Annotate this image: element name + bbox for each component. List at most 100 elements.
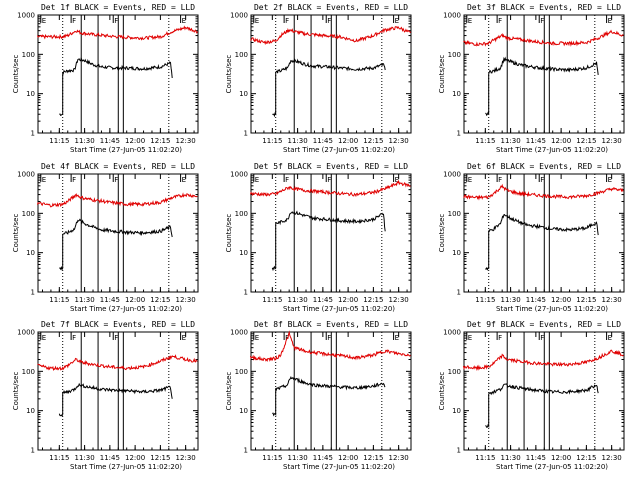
marker-label: F (540, 334, 544, 342)
x-tick-label: 12:30 (602, 137, 622, 145)
x-tick-label: 12:30 (389, 137, 409, 145)
marker-label: E (255, 334, 259, 342)
marker-label: E (42, 176, 46, 184)
panel-title: Det 6f BLACK = Events, RED = LLD (467, 162, 621, 171)
x-tick-label: 11:45 (526, 454, 546, 462)
marker-label: E (468, 334, 472, 342)
x-tick-label: 12:00 (551, 137, 571, 145)
x-tick-label: 12:15 (576, 296, 596, 304)
x-tick-label: 11:15 (262, 454, 282, 462)
y-tick-label: 1000 (17, 171, 35, 179)
y-tick-label: 10 (452, 249, 461, 257)
y-tick-label: 10 (239, 407, 248, 415)
x-tick-label: 12:30 (389, 296, 409, 304)
x-tick-label: 12:30 (176, 454, 196, 462)
y-axis-label: Counts/sec (12, 372, 20, 411)
detector-panel: Det 4f BLACK = Events, RED = LLD 1 10 100 10… (12, 162, 199, 313)
x-tick-label: 11:30 (75, 296, 95, 304)
panel-title: Det 3f BLACK = Events, RED = LLD (467, 3, 621, 12)
x-tick-label: 12:15 (150, 296, 170, 304)
y-axis-label: Counts/sec (438, 214, 446, 253)
y-tick-label: 10 (26, 249, 35, 257)
marker-label: E (468, 176, 472, 184)
x-tick-label: 11:30 (501, 137, 521, 145)
panel-title: Det 8f BLACK = Events, RED = LLD (254, 320, 408, 329)
x-tick-label: 11:30 (75, 454, 95, 462)
x-tick-label: 11:45 (100, 137, 120, 145)
marker-label: E (42, 17, 46, 25)
y-tick-label: 1 (31, 130, 35, 138)
x-axis-label: Start Time (27-Jun-05 11:02:20) (70, 463, 182, 471)
y-tick-label: 10 (239, 90, 248, 98)
x-axis-label: Start Time (27-Jun-05 11:02:20) (283, 146, 395, 154)
detector-panel: Det 2f BLACK = Events, RED = LLD 1 10 100 10… (225, 3, 412, 154)
x-tick-label: 12:00 (551, 454, 571, 462)
x-tick-label: 12:15 (150, 454, 170, 462)
marker-label: F (72, 17, 76, 25)
marker-label: E (395, 176, 399, 184)
marker-label: F (540, 17, 544, 25)
x-tick-label: 11:45 (100, 296, 120, 304)
x-tick-label: 12:00 (338, 137, 358, 145)
events-series-line (272, 58, 386, 118)
marker-label: F (498, 176, 502, 184)
x-tick-label: 11:15 (49, 137, 69, 145)
y-tick-label: 1 (457, 289, 461, 297)
x-tick-label: 12:00 (125, 137, 145, 145)
panel-title: Det 4f BLACK = Events, RED = LLD (41, 162, 195, 171)
y-tick-label: 10 (452, 407, 461, 415)
marker-label: F (114, 334, 118, 342)
x-tick-label: 11:30 (75, 137, 95, 145)
y-tick-label: 100 (22, 368, 35, 376)
y-axis-label: Counts/sec (438, 372, 446, 411)
detector-panel: Det 6f BLACK = Events, RED = LLD 1 10 100 10… (438, 162, 625, 313)
x-tick-label: 12:15 (576, 454, 596, 462)
x-axis-label: Start Time (27-Jun-05 11:02:20) (283, 305, 395, 313)
x-axis-label: Start Time (27-Jun-05 11:02:20) (496, 305, 608, 313)
x-axis-label: Start Time (27-Jun-05 11:02:20) (496, 463, 608, 471)
x-tick-label: 11:15 (262, 137, 282, 145)
y-axis-label: Counts/sec (225, 55, 233, 94)
x-tick-label: 11:15 (49, 296, 69, 304)
marker-label: F (72, 334, 76, 342)
panel-title: Det 2f BLACK = Events, RED = LLD (254, 3, 408, 12)
x-tick-label: 12:00 (551, 296, 571, 304)
x-tick-label: 11:30 (288, 296, 308, 304)
x-tick-label: 11:30 (501, 296, 521, 304)
marker-label: F (285, 17, 289, 25)
x-tick-label: 11:15 (475, 454, 495, 462)
x-tick-label: 12:00 (338, 454, 358, 462)
detector-panel: Det 1f BLACK = Events, RED = LLD 1 10 100 10… (12, 3, 199, 154)
y-tick-label: 10 (239, 249, 248, 257)
x-tick-label: 11:30 (288, 137, 308, 145)
panel-title: Det 7f BLACK = Events, RED = LLD (41, 320, 195, 329)
x-tick-label: 11:45 (526, 137, 546, 145)
events-series-line (485, 383, 599, 429)
y-tick-label: 10 (26, 90, 35, 98)
y-tick-label: 100 (235, 51, 248, 59)
y-tick-label: 1 (244, 447, 248, 455)
lld-series-line (37, 354, 198, 372)
x-axis-label: Start Time (27-Jun-05 11:02:20) (70, 305, 182, 313)
x-axis-label: Start Time (27-Jun-05 11:02:20) (496, 146, 608, 154)
marker-label: E (608, 334, 612, 342)
y-tick-label: 1 (457, 447, 461, 455)
x-axis-label: Start Time (27-Jun-05 11:02:20) (283, 463, 395, 471)
lld-series-line (463, 29, 624, 47)
x-tick-label: 11:30 (288, 454, 308, 462)
marker-label: E (395, 17, 399, 25)
x-tick-label: 11:30 (501, 454, 521, 462)
y-tick-label: 1000 (17, 329, 35, 337)
detector-panel: Det 3f BLACK = Events, RED = LLD 1 10 100 10… (438, 3, 625, 154)
y-tick-label: 100 (448, 368, 461, 376)
x-tick-label: 12:00 (125, 296, 145, 304)
x-tick-label: 12:15 (363, 296, 383, 304)
x-tick-label: 11:45 (313, 296, 333, 304)
marker-label: F (72, 176, 76, 184)
lld-series-line (36, 192, 198, 208)
y-tick-label: 1000 (443, 329, 461, 337)
y-tick-label: 1 (31, 447, 35, 455)
y-tick-label: 1000 (443, 171, 461, 179)
x-tick-label: 12:00 (125, 454, 145, 462)
x-tick-label: 11:45 (100, 454, 120, 462)
